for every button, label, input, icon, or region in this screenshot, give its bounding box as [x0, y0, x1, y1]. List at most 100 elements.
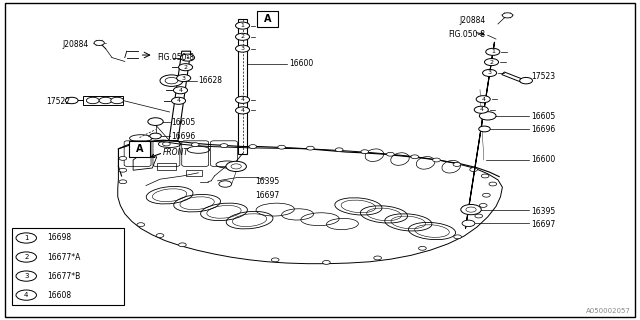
Text: 1: 1: [24, 235, 29, 241]
Text: J20884: J20884: [460, 16, 486, 25]
Circle shape: [249, 145, 257, 148]
Circle shape: [453, 163, 461, 166]
Circle shape: [226, 161, 246, 172]
Text: 16608: 16608: [47, 291, 72, 300]
Circle shape: [433, 158, 440, 162]
Text: 16395: 16395: [531, 207, 556, 216]
Circle shape: [475, 214, 483, 218]
Text: 2: 2: [241, 34, 244, 39]
Circle shape: [16, 252, 36, 262]
Text: 2: 2: [24, 254, 28, 260]
Circle shape: [236, 22, 250, 29]
Circle shape: [374, 256, 381, 260]
Text: 2: 2: [490, 60, 493, 65]
Circle shape: [479, 204, 487, 207]
Circle shape: [387, 152, 394, 156]
Text: 17522: 17522: [46, 97, 70, 106]
Circle shape: [466, 207, 476, 212]
Text: 16628: 16628: [198, 76, 223, 85]
Text: FIG.050-8: FIG.050-8: [448, 30, 485, 39]
Circle shape: [335, 148, 343, 152]
Text: 4: 4: [179, 88, 182, 93]
Circle shape: [137, 223, 145, 227]
Circle shape: [111, 97, 124, 104]
Text: 3: 3: [24, 273, 29, 279]
Circle shape: [236, 96, 250, 103]
Text: 16605: 16605: [531, 112, 556, 121]
Circle shape: [486, 48, 500, 55]
Circle shape: [119, 156, 127, 160]
Circle shape: [236, 107, 250, 114]
Circle shape: [419, 246, 426, 250]
Circle shape: [16, 233, 36, 243]
Text: 16600: 16600: [289, 60, 314, 68]
Circle shape: [94, 40, 104, 45]
Text: 4: 4: [24, 292, 28, 298]
Circle shape: [411, 155, 419, 159]
Text: 16697: 16697: [255, 191, 279, 200]
Text: 4: 4: [481, 97, 485, 102]
Circle shape: [65, 97, 78, 104]
Text: 1: 1: [241, 23, 244, 28]
Text: 16698: 16698: [47, 234, 72, 243]
Circle shape: [148, 118, 163, 125]
Circle shape: [323, 260, 330, 264]
Circle shape: [231, 164, 241, 169]
Circle shape: [119, 168, 127, 172]
Text: 1: 1: [491, 49, 495, 54]
Circle shape: [476, 96, 490, 103]
Text: 16677*B: 16677*B: [47, 272, 81, 281]
Circle shape: [156, 234, 164, 237]
Text: 3: 3: [182, 76, 186, 81]
Circle shape: [16, 271, 36, 281]
Text: 16696: 16696: [172, 132, 196, 141]
Circle shape: [220, 144, 228, 148]
Text: A050002057: A050002057: [586, 308, 630, 314]
Circle shape: [160, 75, 183, 86]
Circle shape: [163, 142, 170, 146]
Text: 16395: 16395: [255, 177, 279, 186]
Text: 16697: 16697: [531, 220, 556, 229]
Circle shape: [236, 33, 250, 40]
Circle shape: [150, 133, 161, 139]
Circle shape: [219, 181, 232, 187]
Text: 3: 3: [241, 46, 244, 51]
Text: 16696: 16696: [531, 125, 556, 134]
Text: 16600: 16600: [531, 156, 556, 164]
Circle shape: [278, 145, 285, 149]
Circle shape: [484, 59, 499, 66]
Circle shape: [86, 97, 99, 104]
Circle shape: [483, 193, 490, 197]
Circle shape: [179, 64, 193, 71]
Circle shape: [99, 97, 112, 104]
FancyBboxPatch shape: [257, 11, 278, 27]
Text: J20884: J20884: [63, 40, 89, 49]
Text: A: A: [264, 14, 271, 24]
Circle shape: [474, 106, 488, 113]
Circle shape: [134, 145, 141, 149]
Circle shape: [307, 146, 314, 150]
Text: A: A: [136, 144, 143, 154]
Text: 4: 4: [241, 97, 244, 102]
Circle shape: [489, 182, 497, 186]
Circle shape: [177, 75, 191, 82]
Bar: [186, 170, 202, 176]
Circle shape: [271, 258, 279, 262]
Bar: [157, 163, 176, 170]
Circle shape: [454, 235, 461, 239]
FancyBboxPatch shape: [129, 141, 150, 157]
Circle shape: [165, 77, 178, 84]
Circle shape: [179, 243, 186, 247]
Text: 3: 3: [488, 70, 492, 76]
Circle shape: [361, 150, 369, 154]
Text: 4: 4: [479, 107, 483, 112]
Circle shape: [479, 112, 496, 120]
Circle shape: [483, 69, 497, 76]
Text: 1: 1: [186, 55, 189, 60]
Text: 16605: 16605: [172, 118, 196, 127]
Circle shape: [236, 45, 250, 52]
Circle shape: [119, 180, 127, 184]
Circle shape: [481, 174, 489, 178]
Bar: [12, 228, 124, 305]
Circle shape: [172, 97, 186, 104]
